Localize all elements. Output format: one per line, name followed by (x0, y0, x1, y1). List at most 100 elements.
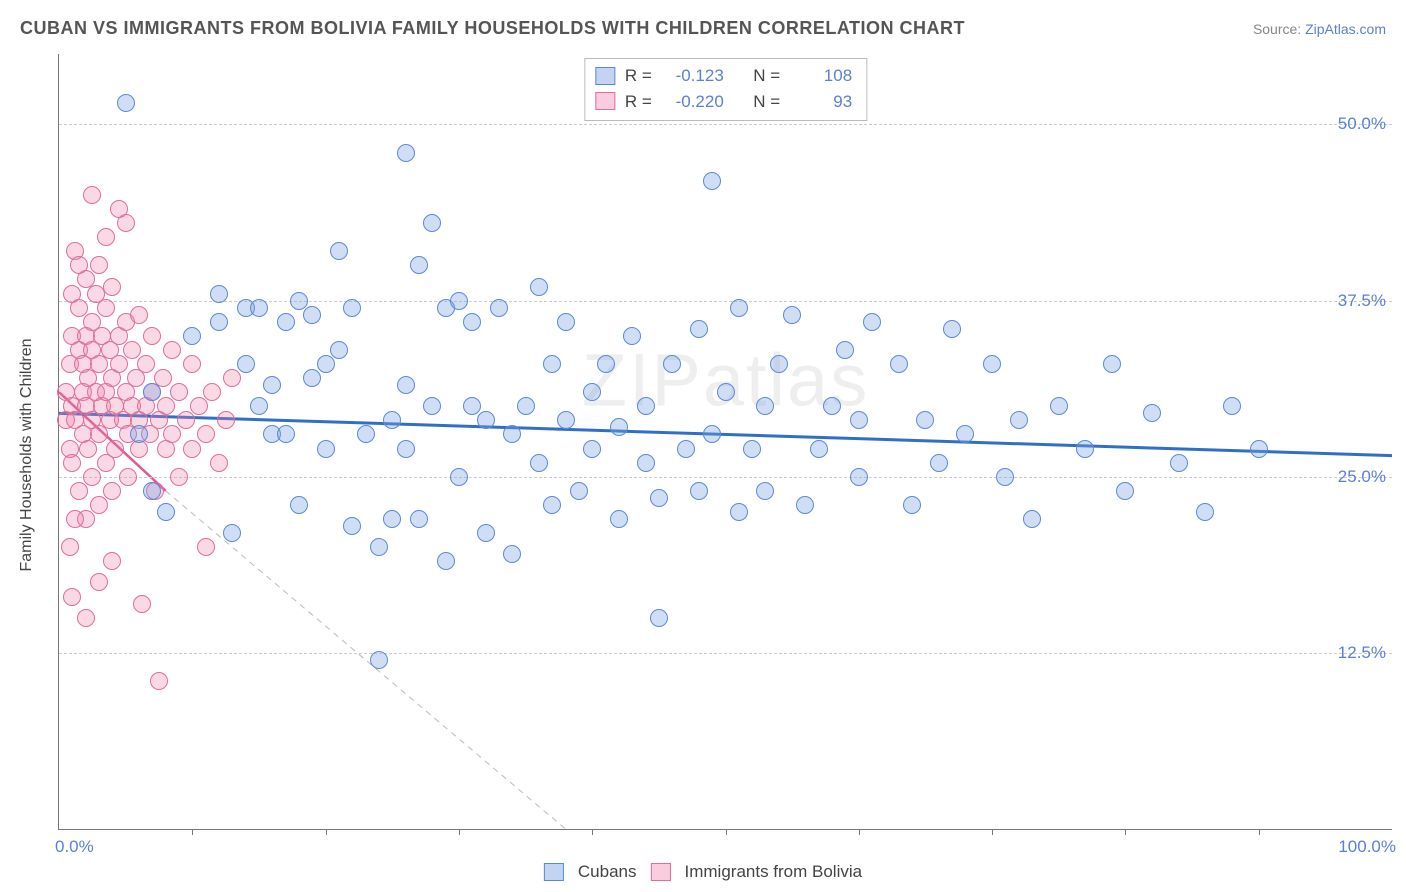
data-point-blue (1143, 404, 1161, 422)
data-point-blue (223, 524, 241, 542)
x-tick (859, 829, 860, 835)
data-point-blue (370, 651, 388, 669)
x-axis-max-label: 100.0% (1338, 837, 1396, 857)
series-legend: CubansImmigrants from Bolivia (544, 862, 862, 882)
swatch-blue (595, 67, 615, 85)
data-point-blue (916, 411, 934, 429)
data-point-pink (163, 425, 181, 443)
swatch-pink (595, 92, 615, 110)
data-point-pink (63, 454, 81, 472)
legend-label-pink: Immigrants from Bolivia (685, 862, 863, 882)
data-point-blue (277, 313, 295, 331)
data-point-blue (410, 256, 428, 274)
data-point-pink (133, 595, 151, 613)
y-tick-label: 50.0% (1338, 114, 1386, 134)
data-point-pink (119, 468, 137, 486)
source-link[interactable]: ZipAtlas.com (1305, 21, 1386, 37)
data-point-blue (143, 383, 161, 401)
gridline (59, 124, 1392, 125)
data-point-pink (97, 228, 115, 246)
data-point-blue (330, 341, 348, 359)
data-point-blue (1076, 440, 1094, 458)
data-point-blue (597, 355, 615, 373)
data-point-blue (1050, 397, 1068, 415)
plot-area: ZIPatlas R =-0.123 N =108R =-0.220 N =93… (58, 54, 1392, 830)
data-point-blue (277, 425, 295, 443)
n-value: 93 (790, 89, 852, 115)
data-point-pink (83, 186, 101, 204)
x-axis-min-label: 0.0% (55, 837, 94, 857)
data-point-pink (66, 510, 84, 528)
x-tick (592, 829, 593, 835)
data-point-blue (850, 468, 868, 486)
data-point-blue (890, 355, 908, 373)
data-point-blue (1170, 454, 1188, 472)
legend-swatch-pink (651, 863, 671, 881)
data-point-blue (903, 496, 921, 514)
data-point-blue (477, 411, 495, 429)
gridline (59, 653, 1392, 654)
data-point-blue (823, 397, 841, 415)
data-point-blue (650, 489, 668, 507)
data-point-blue (1250, 440, 1268, 458)
data-point-blue (543, 355, 561, 373)
data-point-blue (450, 468, 468, 486)
data-point-blue (796, 496, 814, 514)
y-axis-label: Family Households with Children (18, 339, 36, 572)
source-attribution: Source: ZipAtlas.com (1253, 21, 1386, 37)
data-point-pink (103, 482, 121, 500)
data-point-blue (463, 397, 481, 415)
data-point-blue (463, 313, 481, 331)
chart-container: Family Households with Children ZIPatlas… (14, 54, 1392, 856)
data-point-blue (370, 538, 388, 556)
data-point-pink (170, 468, 188, 486)
data-point-blue (650, 609, 668, 627)
data-point-blue (143, 482, 161, 500)
y-tick-label: 37.5% (1338, 291, 1386, 311)
data-point-blue (237, 355, 255, 373)
data-point-blue (317, 440, 335, 458)
data-point-blue (1023, 510, 1041, 528)
data-point-pink (63, 588, 81, 606)
data-point-blue (836, 341, 854, 359)
data-point-blue (397, 376, 415, 394)
data-point-blue (677, 440, 695, 458)
data-point-blue (996, 468, 1014, 486)
data-point-pink (70, 299, 88, 317)
data-point-blue (743, 440, 761, 458)
data-point-pink (197, 425, 215, 443)
x-tick (726, 829, 727, 835)
legend-swatch-blue (544, 863, 564, 881)
data-point-blue (1116, 482, 1134, 500)
data-point-pink (150, 672, 168, 690)
data-point-pink (110, 200, 128, 218)
data-point-blue (717, 383, 735, 401)
data-point-blue (397, 144, 415, 162)
trend-line (59, 413, 1392, 455)
data-point-blue (343, 299, 361, 317)
n-label: N = (753, 63, 780, 89)
data-point-blue (1103, 355, 1121, 373)
data-point-pink (223, 369, 241, 387)
data-point-blue (130, 425, 148, 443)
data-point-pink (83, 468, 101, 486)
data-point-pink (123, 341, 141, 359)
data-point-blue (530, 278, 548, 296)
data-point-pink (217, 411, 235, 429)
data-point-pink (70, 256, 88, 274)
data-point-blue (810, 440, 828, 458)
data-point-blue (530, 454, 548, 472)
data-point-pink (190, 397, 208, 415)
data-point-blue (1196, 503, 1214, 521)
data-point-blue (423, 397, 441, 415)
x-tick (459, 829, 460, 835)
data-point-blue (783, 306, 801, 324)
data-point-blue (503, 425, 521, 443)
data-point-blue (543, 496, 561, 514)
data-point-pink (163, 341, 181, 359)
data-point-blue (610, 510, 628, 528)
data-point-blue (703, 425, 721, 443)
data-point-blue (263, 376, 281, 394)
data-point-pink (110, 355, 128, 373)
data-point-blue (250, 299, 268, 317)
